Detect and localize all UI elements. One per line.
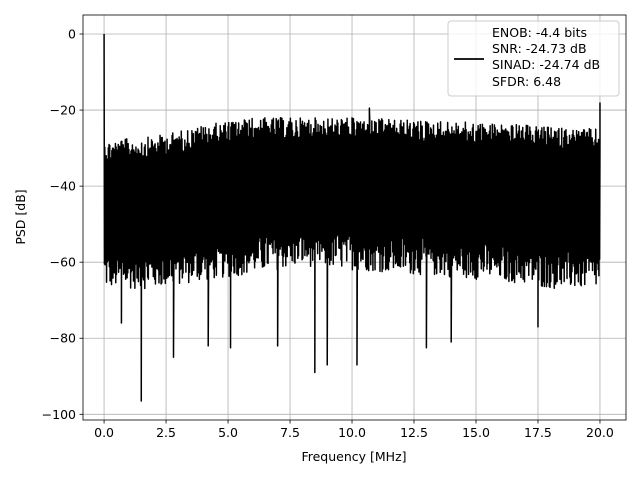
legend-sfdr: SFDR: 6.48	[492, 74, 561, 89]
y-tick-label: −20	[50, 103, 76, 118]
x-tick-label: 17.5	[524, 425, 552, 440]
plot-area	[103, 34, 601, 402]
x-tick-label: 7.5	[280, 425, 300, 440]
x-tick-label: 2.5	[156, 425, 176, 440]
y-tick-label: −40	[50, 179, 76, 194]
legend-enob: ENOB: -4.4 bits	[492, 25, 587, 40]
x-tick-label: 12.5	[400, 425, 428, 440]
x-tick-label: 15.0	[462, 425, 490, 440]
x-tick-label: 5.0	[218, 425, 238, 440]
x-tick-label: 20.0	[586, 425, 614, 440]
axes-frame	[82, 14, 627, 421]
x-tick-label: 10.0	[338, 425, 366, 440]
y-tick-label: −60	[50, 255, 76, 270]
ticks: 0.0 2.5 5.0 7.5 10.0 12.5 15.0 17.5 20.0 0 −20 −40 −…	[42, 27, 614, 440]
y-tick-label: 0	[68, 27, 76, 42]
legend: ENOB: -4.4 bits SNR: -24.73 dB SINAD: -2…	[447, 20, 620, 97]
legend-sinad: SINAD: -24.74 dB	[492, 57, 600, 72]
psd-series-line	[103, 34, 601, 402]
legend-snr: SNR: -24.73 dB	[492, 41, 587, 56]
x-axis-label: Frequency [MHz]	[301, 449, 406, 464]
y-tick-label: −80	[50, 331, 76, 346]
x-tick-label: 0.0	[94, 425, 114, 440]
y-tick-label: −100	[42, 407, 76, 422]
y-axis-label: PSD [dB]	[13, 189, 28, 244]
legend-box	[447, 20, 620, 97]
